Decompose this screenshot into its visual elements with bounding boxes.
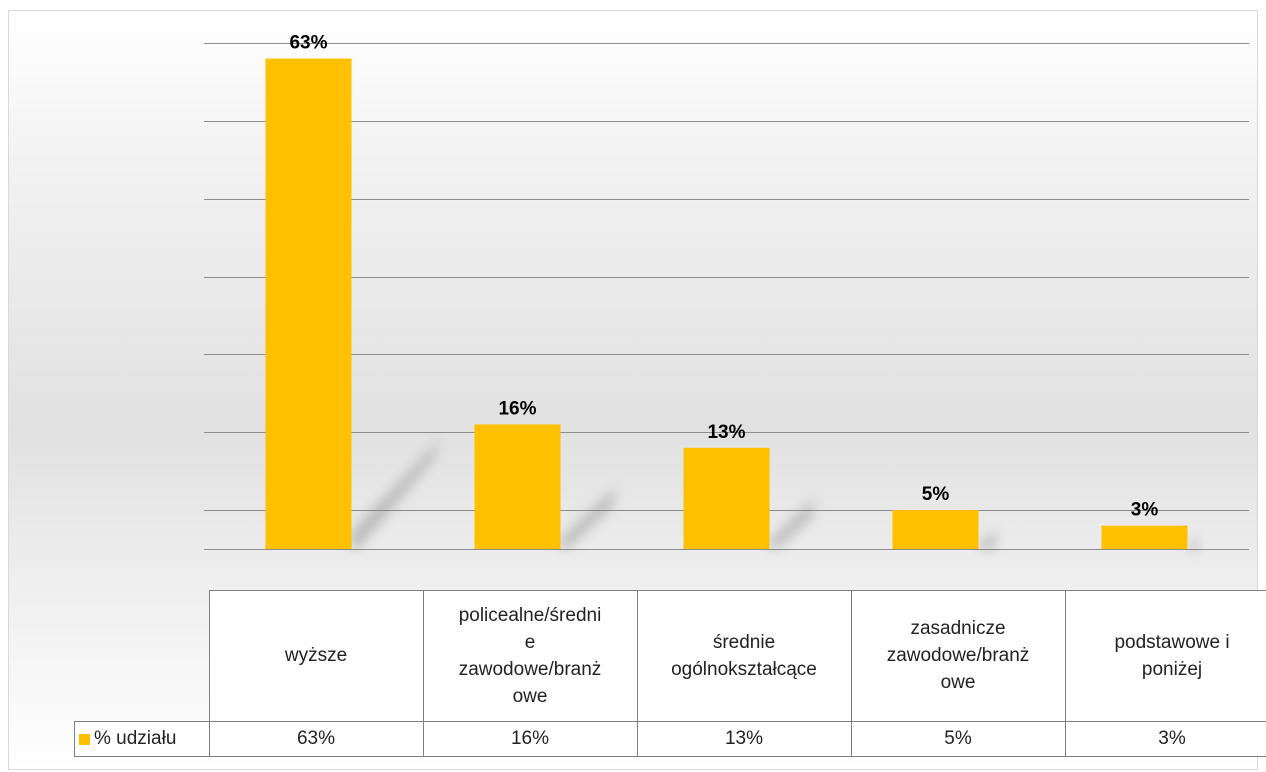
data-table: wyższe policealne/średni e zawodowe/branż ow… bbox=[74, 590, 1266, 757]
table-value: 63% bbox=[208, 720, 424, 757]
table-value: 13% bbox=[636, 720, 852, 757]
bar bbox=[474, 424, 561, 549]
data-label: 5% bbox=[922, 484, 950, 505]
series-header: % udziału bbox=[74, 720, 210, 757]
category-label: średnie ogólnokształcące bbox=[636, 590, 852, 722]
table-corner bbox=[75, 591, 210, 722]
series-name: % udziału bbox=[94, 728, 177, 749]
table-value: 5% bbox=[850, 720, 1066, 757]
bar bbox=[892, 510, 979, 549]
bar bbox=[683, 447, 770, 549]
bar bbox=[1101, 525, 1188, 549]
chart-area: 63% 16% 13% 5% 3% wyższe policealne/średni e za… bbox=[8, 10, 1266, 770]
bar-shadow bbox=[351, 439, 442, 549]
data-label: 16% bbox=[498, 398, 536, 419]
data-label: 63% bbox=[289, 33, 327, 54]
bar-shadow bbox=[560, 486, 617, 549]
table-value: 16% bbox=[422, 720, 638, 757]
bar-shadow bbox=[769, 498, 816, 549]
table-value: 3% bbox=[1064, 720, 1266, 757]
bar bbox=[265, 58, 352, 550]
category-label: zasadnicze zawodowe/branż owe bbox=[850, 590, 1066, 722]
category-row: wyższe policealne/średni e zawodowe/branż ow… bbox=[75, 590, 1266, 722]
category-label: policealne/średni e zawodowe/branż owe bbox=[422, 590, 638, 722]
data-label: 13% bbox=[707, 422, 745, 443]
data-label: 3% bbox=[1131, 500, 1159, 521]
series-row: % udziału 63% 16% 13% 5% 3% bbox=[74, 720, 1266, 757]
bar-chart-plot: 63% 16% 13% 5% 3% bbox=[204, 33, 1249, 558]
category-label: podstawowe i poniżej bbox=[1064, 590, 1266, 722]
category-label: wyższe bbox=[208, 590, 424, 722]
bar-shadow bbox=[978, 529, 997, 550]
bar-shadow bbox=[1187, 537, 1199, 558]
legend-key-icon bbox=[79, 734, 90, 745]
